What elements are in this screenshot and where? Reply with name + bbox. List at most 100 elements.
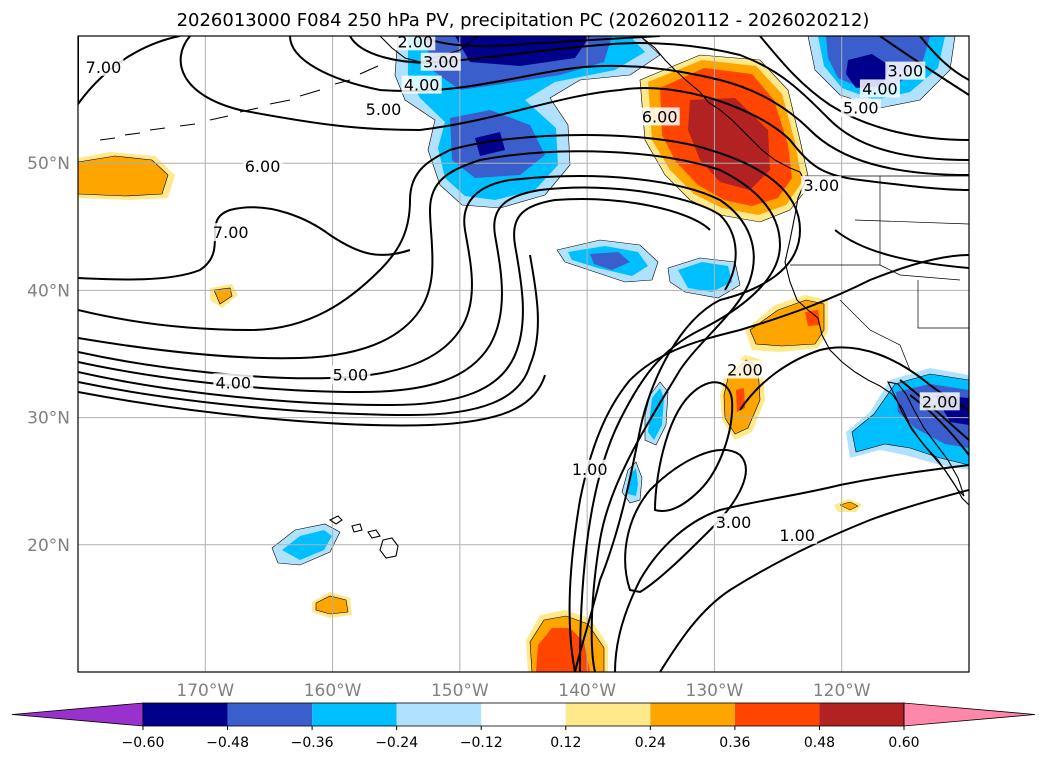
pv-contour: [78, 134, 802, 672]
contour-label-bg: [83, 57, 124, 76]
colorbar-tick-label: −0.24: [375, 735, 418, 751]
precip-anomaly-region: [590, 252, 630, 270]
contour-label-bg: [363, 99, 404, 118]
colorbar-segment: [143, 703, 228, 726]
contour-label-bg: [330, 365, 371, 384]
contour-label: 1.00: [572, 460, 608, 479]
pv-contour: [78, 150, 782, 672]
colorbar-tick-label: 0.24: [635, 735, 666, 751]
pv-contour: [78, 186, 737, 394]
y-tick-label: 20°N: [27, 536, 70, 556]
contour-label: 5.00: [366, 100, 402, 119]
y-tick-label: 30°N: [27, 409, 70, 429]
contour-label: 2.00: [727, 361, 763, 380]
contour-label: 7.00: [86, 58, 122, 77]
contour-label: 4.00: [215, 373, 251, 392]
aleutian-islands: [99, 65, 379, 141]
pv-contour-labels: 7.002.003.004.005.006.007.006.003.003.00…: [83, 36, 960, 545]
contour-label-bg: [919, 392, 960, 411]
contour-label: 3.00: [423, 53, 459, 72]
colorbar-segment: [819, 703, 904, 726]
map-frame: [77, 35, 970, 673]
contour-label: 3.00: [804, 176, 840, 195]
contour-label: 4.00: [404, 76, 440, 95]
chart-title: 2026013000 F084 250 hPa PV, precipitatio…: [177, 10, 870, 31]
baja-peninsula: [887, 381, 965, 497]
colorbar-segment: [734, 703, 820, 726]
pv-contour: [78, 198, 711, 407]
precip-anomaly-region: [78, 155, 169, 197]
contour-label-bg: [569, 459, 610, 478]
contour-label-bg: [777, 525, 818, 544]
colorbar-extend-low: [11, 702, 144, 727]
contour-label: 1.00: [779, 526, 815, 545]
contour-label-bg: [210, 223, 251, 242]
colorbar-frame: [142, 702, 905, 727]
colorbar-tick-label: −0.60: [122, 735, 165, 751]
gridlines: [78, 36, 969, 672]
colorbar-tick-label: 0.36: [719, 735, 750, 751]
colorbar: −0.60 −0.48 −0.36 −0.24 −0.12 0.12 0.24 0.36 0.4…: [11, 702, 1036, 751]
y-tick-label: 50°N: [27, 154, 70, 174]
precip-anomaly-region: [315, 595, 349, 615]
contour-label: 6.00: [245, 157, 281, 176]
contour-label-bg: [713, 513, 754, 532]
precip-anomaly-region: [425, 36, 612, 178]
colorbar-segment: [312, 703, 397, 726]
colorbar-extend-high: [903, 702, 1036, 727]
precip-anomaly-region: [678, 262, 732, 292]
colorbar-tick-label: −0.36: [291, 735, 334, 751]
precip-anomaly-region: [213, 287, 233, 305]
pv-contour: [909, 394, 969, 456]
colorbar-tick-label: −0.48: [206, 735, 249, 751]
pv-contour: [834, 229, 969, 269]
contour-label-bg: [213, 373, 254, 392]
precip-anomaly-region: [536, 628, 590, 672]
contour-label-bg: [840, 98, 881, 117]
colorbar-segment: [396, 703, 482, 726]
contour-label: 5.00: [843, 99, 879, 118]
precip-anomaly-region: [749, 299, 825, 347]
north-america-coast: [639, 36, 969, 506]
pv-contour: [614, 464, 969, 672]
longitude-tick-labels: 170°W 160°W 150°W 140°W 130°W 120°W: [176, 681, 870, 701]
contour-label: 5.00: [333, 366, 369, 385]
precip-anomaly-region: [805, 310, 820, 326]
colorbar-tick-label: 0.48: [804, 735, 835, 751]
pv-contour: [78, 374, 546, 427]
contour-label-bg: [724, 360, 765, 379]
contour-label-bg: [242, 157, 283, 176]
pv-contour: [653, 381, 734, 512]
x-tick-label: 150°W: [431, 681, 489, 701]
contour-label-bg: [859, 79, 900, 98]
pv-contour: [879, 36, 969, 96]
map-layers: 7.002.003.004.005.006.007.006.003.003.00…: [78, 36, 969, 672]
pv-contour: [179, 36, 969, 191]
coastlines: [99, 36, 969, 559]
pv-contour: [919, 36, 969, 81]
colorbar-tick-label: 0.60: [888, 735, 919, 751]
x-tick-label: 130°W: [686, 681, 744, 701]
pv-contour: [78, 206, 411, 281]
contour-label: 3.00: [888, 62, 924, 81]
colorbar-segment: [565, 703, 651, 726]
precip-anomaly-region: [839, 501, 859, 511]
pv-contour: [568, 254, 969, 672]
contour-label-bg: [801, 176, 842, 195]
pv-contour: [289, 36, 969, 176]
contour-label-bg: [401, 75, 442, 94]
latitude-tick-labels: 50°N 40°N 30°N 20°N: [27, 154, 70, 556]
contour-label: 7.00: [213, 223, 249, 242]
contour-label-bg: [420, 52, 461, 71]
contour-label-bg: [885, 61, 926, 80]
hawaiian-islands: [328, 515, 399, 559]
contour-label: 3.00: [716, 513, 752, 532]
x-tick-label: 140°W: [558, 681, 616, 701]
precip-anomaly-region: [648, 388, 664, 440]
pv-contour: [419, 36, 969, 141]
x-tick-label: 170°W: [176, 681, 234, 701]
colorbar-segment: [650, 703, 735, 726]
x-tick-label: 160°W: [304, 681, 362, 701]
colorbar-segment: [227, 703, 313, 726]
colorbar-tick-label: −0.12: [460, 735, 503, 751]
